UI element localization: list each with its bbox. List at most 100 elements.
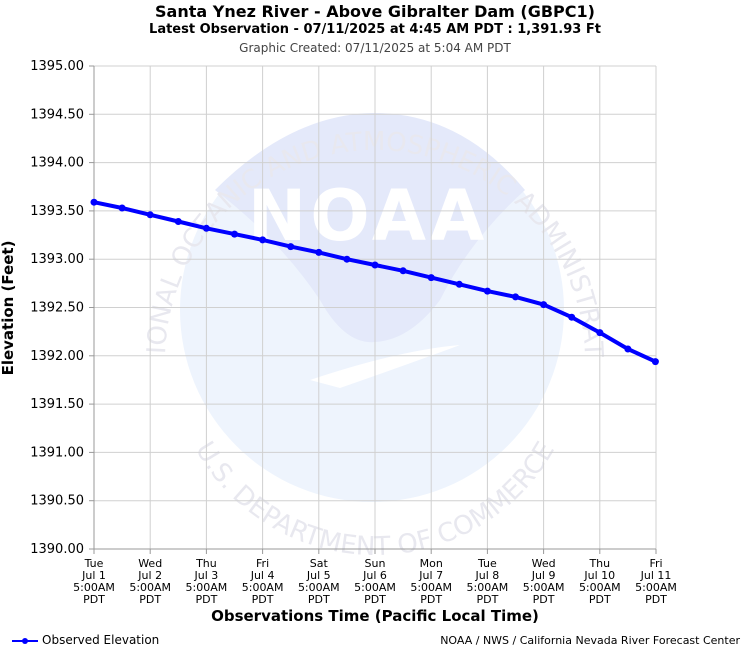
x-tick-label-line: Jul 2 (137, 569, 162, 582)
data-point (287, 243, 295, 251)
y-tick-label: 1392.00 (30, 349, 84, 364)
x-tick-label-line: Sun (365, 557, 386, 570)
x-tick-label-line: Tue (84, 557, 104, 570)
data-point (202, 224, 210, 232)
data-point (231, 230, 238, 238)
legend-label: Observed Elevation (42, 633, 160, 647)
y-tick-label: 1391.00 (30, 445, 84, 460)
x-tick-label-line: Jul 3 (194, 569, 219, 582)
noaa-watermark: NOAA NATIONAL OCEANIC AND ATMOSPHERIC AD… (0, 0, 608, 562)
y-tick-labels: 1395.00 1394.50 1394.00 1393.50 1393.00 1392.… (30, 59, 84, 557)
watermark-logo-text: NOAA (248, 175, 489, 257)
legend-line-marker-icon (12, 635, 38, 647)
x-tick-label-line: Sat (310, 557, 329, 570)
x-tick-label-line: Jul 5 (306, 569, 331, 582)
data-point (427, 274, 435, 282)
x-tick-label-line: 5:00AM (73, 581, 115, 594)
data-point (455, 280, 463, 288)
x-tick-label-line: Jul 1 (81, 569, 106, 582)
x-tick-label-line: Fri (649, 557, 662, 570)
x-tick-label-line: Jul 6 (362, 569, 387, 582)
data-point (146, 211, 154, 219)
x-tick-label-line: Thu (588, 557, 610, 570)
x-tick-label-line: PDT (533, 593, 555, 606)
grid-lines (93, 65, 657, 550)
x-tick-label-line: Jul 9 (531, 569, 556, 582)
data-point (315, 248, 323, 256)
legend: Observed Elevation (12, 633, 159, 647)
data-point (568, 313, 576, 321)
y-tick-label: 1394.00 (30, 156, 84, 171)
x-tick-label-line: 5:00AM (467, 581, 509, 594)
x-tick-label: Thu Jul 3 5:00AM PDT (186, 557, 228, 606)
data-point (399, 267, 407, 275)
x-tick-label-line: 5:00AM (129, 581, 171, 594)
x-tick-label-line: PDT (420, 593, 442, 606)
x-tick-label-line: PDT (139, 593, 161, 606)
chart-subtitle: Latest Observation - 07/11/2025 at 4:45 … (149, 22, 601, 37)
x-tick-label-line: Mon (420, 557, 443, 570)
x-tick-label-line: 5:00AM (523, 581, 565, 594)
graphic-created-text: Graphic Created: 07/11/2025 at 5:04 AM P… (239, 41, 511, 55)
x-tick-label-line: Wed (138, 557, 162, 570)
y-tick-label: 1390.50 (30, 494, 84, 509)
x-tick-label-line: 5:00AM (186, 581, 228, 594)
data-point (90, 198, 98, 206)
data-point (174, 218, 182, 225)
data-point (118, 204, 126, 212)
x-tick-label-line: Jul 7 (418, 569, 443, 582)
y-tick-label: 1391.50 (30, 397, 84, 412)
axes (89, 65, 657, 554)
x-tick-label: Thu Jul 10 5:00AM PDT (579, 557, 621, 606)
x-tick-label: Fri Jul 4 5:00AM PDT (242, 557, 284, 606)
x-tick-label: Sun Jul 6 5:00AM PDT (354, 557, 396, 606)
x-tick-label-line: PDT (195, 593, 217, 606)
y-tick-label: 1395.00 (30, 59, 84, 74)
x-tick-label-line: PDT (364, 593, 386, 606)
y-tick-label: 1392.50 (30, 301, 84, 316)
x-tick-label-line: PDT (645, 593, 667, 606)
y-axis-label: Elevation (Feet) (0, 241, 17, 376)
x-tick-label-line: 5:00AM (354, 581, 396, 594)
x-tick-label-line: Tue (477, 557, 497, 570)
x-tick-label-line: Jul 4 (250, 569, 275, 582)
x-tick-label-line: Jul 10 (583, 569, 615, 582)
x-tick-label-line: PDT (83, 593, 105, 606)
x-tick-label: Wed Jul 9 5:00AM PDT (523, 557, 565, 606)
x-tick-label-line: 5:00AM (298, 581, 340, 594)
x-tick-label-line: PDT (476, 593, 498, 606)
x-tick-label: Wed Jul 2 5:00AM PDT (129, 557, 171, 606)
x-tick-label-line: 5:00AM (242, 581, 284, 594)
x-tick-label-line: PDT (308, 593, 330, 606)
x-tick-label-line: Thu (195, 557, 217, 570)
chart-title: Santa Ynez River - Above Gibralter Dam (… (155, 2, 595, 21)
data-point (259, 236, 267, 244)
data-point (371, 261, 379, 269)
y-tick-label: 1393.50 (30, 204, 84, 219)
series-observed-elevation (90, 198, 659, 366)
x-tick-label-line: Jul 8 (475, 569, 500, 582)
y-tick-label: 1394.50 (30, 107, 84, 122)
x-tick-label-line: Wed (532, 557, 556, 570)
x-tick-label-line: 5:00AM (635, 581, 677, 594)
x-tick-label: Tue Jul 8 5:00AM PDT (467, 557, 509, 606)
y-tick-label: 1390.00 (30, 542, 84, 557)
x-tick-label-line: Fri (256, 557, 269, 570)
watermark-bird-shape (215, 112, 525, 343)
x-tick-label: Fri Jul 11 5:00AM PDT (635, 557, 677, 606)
x-tick-label: Tue Jul 1 5:00AM PDT (73, 557, 115, 606)
data-point (483, 287, 491, 295)
x-tick-label-line: Jul 11 (640, 569, 672, 582)
data-point (540, 301, 548, 309)
data-point (512, 293, 519, 301)
data-point (343, 255, 351, 263)
x-tick-label-line: PDT (589, 593, 611, 606)
x-tick-label-line: PDT (252, 593, 274, 606)
x-tick-label-line: 5:00AM (579, 581, 621, 594)
x-tick-label: Mon Jul 7 5:00AM PDT (410, 557, 452, 606)
x-axis-label: Observations Time (Pacific Local Time) (211, 607, 539, 625)
y-tick-label: 1393.00 (30, 252, 84, 267)
data-point (624, 345, 632, 353)
